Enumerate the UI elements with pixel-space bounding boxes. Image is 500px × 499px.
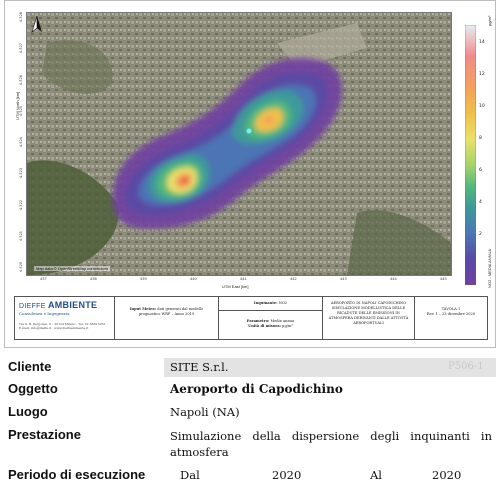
luogo-label: Luogo	[8, 404, 48, 419]
prestazione-line1: Simulazione della dispersione degli inqu…	[170, 429, 492, 443]
concentration-plume	[112, 58, 342, 229]
map-canvas	[27, 13, 451, 275]
pollutant-info: Inquinante: NO2 Parametro: Media annua U…	[219, 297, 323, 339]
colorbar-tick-label: 6	[479, 168, 482, 173]
logo-tagline: Consulenza e Ingegneria	[19, 311, 70, 316]
luogo-value: Napoli (NA)	[170, 405, 240, 419]
x-tick-label: 445	[440, 277, 447, 281]
meteo-info: Input Meteo: dati generati dal modello p…	[115, 297, 219, 339]
urban-area	[277, 23, 367, 68]
colorbar	[465, 25, 476, 285]
title-block: DIEFFE AMBIENTE Consulenza e Ingegneria …	[14, 296, 488, 340]
colorbar-legend: NO2 - MEDIA ANNUA	[487, 248, 492, 288]
colorbar-tick-label: 10	[479, 104, 485, 109]
y-tick-label: 4.526	[19, 74, 23, 85]
colorbar-tick-label: 2	[479, 232, 482, 237]
cliente-value: SITE S.r.l.	[170, 360, 229, 374]
y-tick-label: 4.520	[19, 261, 23, 272]
revision: Rev. 1 – 23 dicembre 2020	[426, 312, 476, 316]
meteo-text: dati generati dal modello prognostico WR…	[138, 307, 204, 316]
green-area	[27, 160, 119, 275]
logo-name-a: DIEFFE	[19, 303, 46, 310]
colorbar-tick-label: 12	[479, 72, 485, 77]
al-value: 2020	[432, 468, 462, 482]
y-tick-label: 4.522	[19, 199, 23, 210]
x-tick-label: 443	[340, 277, 347, 281]
periodo-label: Periodo di esecuzione	[8, 467, 146, 482]
inquinante-label: Inquinante:	[253, 301, 278, 305]
project-subtitle: SIMULAZIONE MODELLISTICA DELLE RICADUTE …	[328, 306, 409, 325]
dal-label: Dal	[180, 468, 200, 482]
oggetto-value: Aeroporto di Capodichino	[170, 382, 343, 396]
x-tick-label: 444	[390, 277, 397, 281]
y-tick-label: 4.528	[19, 11, 23, 22]
airport-marker	[246, 128, 252, 134]
colorbar-tick-label: 8	[479, 136, 482, 141]
green-area	[42, 40, 113, 94]
client-highlight-bar	[164, 358, 496, 377]
y-tick-label: 4.524	[19, 136, 23, 147]
parametro-label: Parametro:	[246, 319, 270, 323]
y-tick-label: 4.521	[19, 230, 23, 241]
colorbar-unit: µg/m³	[487, 15, 492, 26]
x-tick-label: 440	[190, 277, 197, 281]
dal-value: 2020	[272, 468, 302, 482]
oggetto-label: Oggetto	[8, 381, 58, 396]
project-title: AEROPORTO DI NAPOLI CAPODICHINO	[330, 301, 407, 305]
logo-name-b: AMBIENTE	[47, 300, 98, 310]
sheet-info: TAVOLA 1 Rev. 1 – 23 dicembre 2020	[415, 297, 487, 339]
tavola: TAVOLA 1	[441, 307, 461, 311]
x-axis-label: UTM East [km]	[222, 284, 249, 289]
parametro-value: Media annua	[270, 319, 295, 323]
x-tick-label: 439	[140, 277, 147, 281]
project-info: AEROPORTO DI NAPOLI CAPODICHINO SIMULAZI…	[323, 297, 415, 339]
dispersion-map[interactable]	[26, 12, 452, 276]
cliente-label: Cliente	[8, 359, 52, 374]
y-tick-label: 4.523	[19, 168, 23, 179]
unita-label: Unità di misura:	[248, 324, 281, 328]
x-tick-label: 437	[40, 277, 47, 281]
colorbar-tick-label: 14	[479, 40, 485, 45]
north-arrow-icon	[31, 16, 42, 33]
prestazione-line2: atmosfera	[170, 445, 229, 459]
prestazione-label: Prestazione	[8, 427, 81, 442]
logo-address: Via G. B. Pergolesi, 8 – 20124 Milano · …	[19, 322, 108, 330]
meteo-label: Input Meteo:	[129, 307, 157, 311]
x-tick-label: 441	[240, 277, 247, 281]
al-label: Al	[370, 468, 382, 482]
job-code: P506-1	[448, 361, 484, 372]
x-tick-label: 442	[290, 277, 297, 281]
unita-value: µg/m³	[282, 324, 293, 328]
y-tick-label: 4.527	[19, 43, 23, 54]
company-logo: DIEFFE AMBIENTE Consulenza e Ingegneria …	[15, 297, 115, 339]
colorbar-tick-label: 4	[479, 200, 482, 205]
basemap-credit: Map data © OpenStreetMap contributors	[34, 266, 111, 271]
inquinante-value: NO2	[278, 301, 288, 305]
x-tick-label: 438	[90, 277, 97, 281]
green-area	[347, 210, 451, 275]
y-tick-label: 4.525	[19, 105, 23, 116]
